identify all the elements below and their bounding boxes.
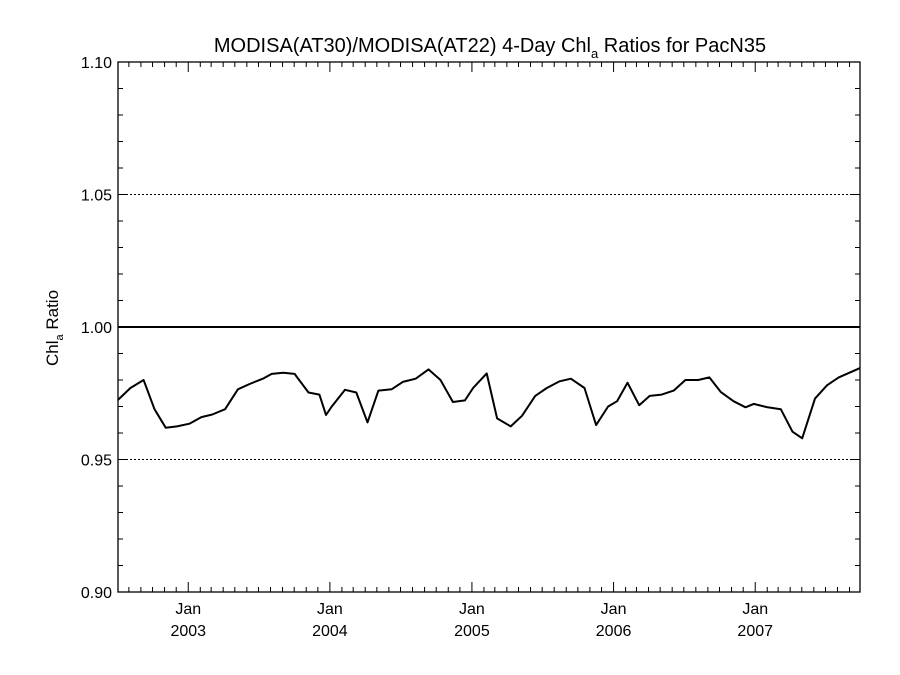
x-tick-label-year: 2004: [312, 623, 348, 640]
x-tick-label-month: Jan: [742, 601, 768, 618]
y-tick-label: 1.10: [81, 55, 112, 72]
x-tick-label-year: 2003: [170, 623, 206, 640]
y-tick-label: 1.05: [81, 188, 112, 205]
x-tick-label-year: 2007: [737, 623, 773, 640]
x-tick-label-month: Jan: [175, 601, 201, 618]
series-line-1: [117, 367, 861, 440]
chart-title: MODISA(AT30)/MODISA(AT22) 4-Day Chla Rat…: [214, 35, 766, 61]
series-group: [117, 367, 861, 440]
y-axis-ticks: 0.90 0.95 1.00 1.05 1.10: [81, 55, 860, 602]
x-tick-label-month: Jan: [459, 601, 485, 618]
y-tick-label: 0.95: [81, 453, 112, 470]
x-axis-ticks: Jan 2003 Jan 2004 Jan 2005 Jan 2006 Jan 2007: [128, 62, 851, 640]
x-tick-label-month: Jan: [317, 601, 343, 618]
plot-frame: [117, 61, 861, 593]
x-tick-label-year: 2005: [454, 623, 490, 640]
x-tick-label-year: 2006: [596, 623, 632, 640]
y-axis-label: Chla Ratio: [43, 290, 66, 366]
x-tick-label-month: Jan: [601, 601, 627, 618]
y-tick-label: 0.90: [81, 585, 112, 602]
y-tick-label: 1.00: [81, 320, 112, 337]
